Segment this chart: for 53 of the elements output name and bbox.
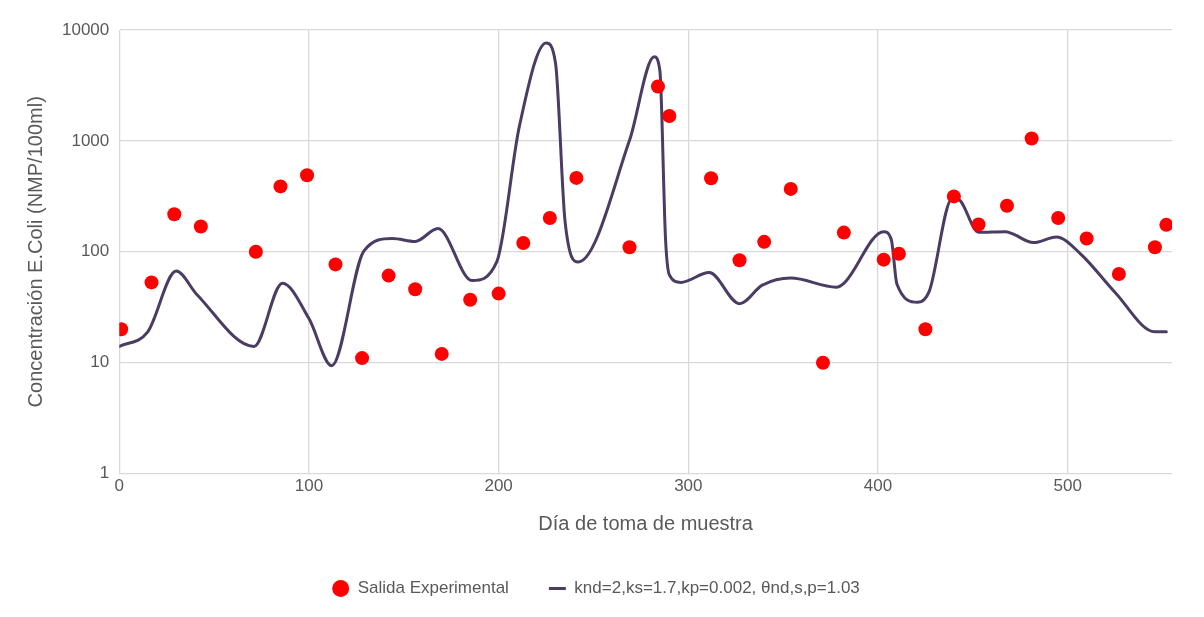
x-tick-label: 400 xyxy=(863,476,893,496)
point xyxy=(193,219,208,234)
point xyxy=(542,210,557,225)
x-tick-label: 100 xyxy=(294,476,324,496)
point xyxy=(1111,267,1126,282)
point xyxy=(946,189,961,204)
point xyxy=(491,286,506,301)
x-tick-label: 200 xyxy=(484,476,513,496)
legend-label: knd=2,ks=1.7,kp=0.002, θnd,s,p=1.03 xyxy=(574,578,860,598)
x-tick-label: 500 xyxy=(1053,476,1082,496)
point xyxy=(918,322,933,337)
y-tick-label: 10 xyxy=(90,352,110,372)
point xyxy=(408,282,423,297)
legend-label: Salida Experimental xyxy=(357,578,509,598)
point xyxy=(463,292,478,307)
point xyxy=(1051,210,1066,225)
point xyxy=(434,346,449,361)
point xyxy=(300,168,315,183)
y-axis-title: Concentración E.Coli (NMP/100ml) xyxy=(23,96,46,408)
line-series xyxy=(119,41,1168,368)
point xyxy=(1147,240,1162,255)
point xyxy=(704,171,719,186)
point xyxy=(662,109,677,124)
point xyxy=(328,257,343,272)
point xyxy=(144,275,159,290)
point xyxy=(355,351,370,366)
point xyxy=(273,179,288,194)
point xyxy=(622,240,637,255)
point xyxy=(167,207,182,222)
y-tick-label: 100 xyxy=(80,241,110,261)
x-tick-label: 0 xyxy=(114,476,125,496)
point xyxy=(836,225,851,240)
point xyxy=(248,244,263,259)
point xyxy=(1159,217,1172,232)
point xyxy=(815,355,830,370)
y-tick-label: 10000 xyxy=(61,19,110,39)
point xyxy=(1079,231,1094,246)
x-tick-label: 300 xyxy=(674,476,703,496)
point xyxy=(732,253,747,268)
y-tick-label: 1000 xyxy=(71,130,110,150)
point xyxy=(757,234,772,249)
point xyxy=(1024,131,1039,146)
point xyxy=(381,268,396,283)
point xyxy=(516,236,531,251)
point xyxy=(569,170,584,185)
point xyxy=(971,217,986,232)
y-tick-label: 1 xyxy=(99,463,110,483)
x-axis-title: Día de toma de muestra xyxy=(538,511,754,534)
point xyxy=(876,252,891,267)
point xyxy=(783,181,798,196)
point xyxy=(891,246,906,261)
point xyxy=(999,198,1014,213)
point xyxy=(650,79,665,94)
